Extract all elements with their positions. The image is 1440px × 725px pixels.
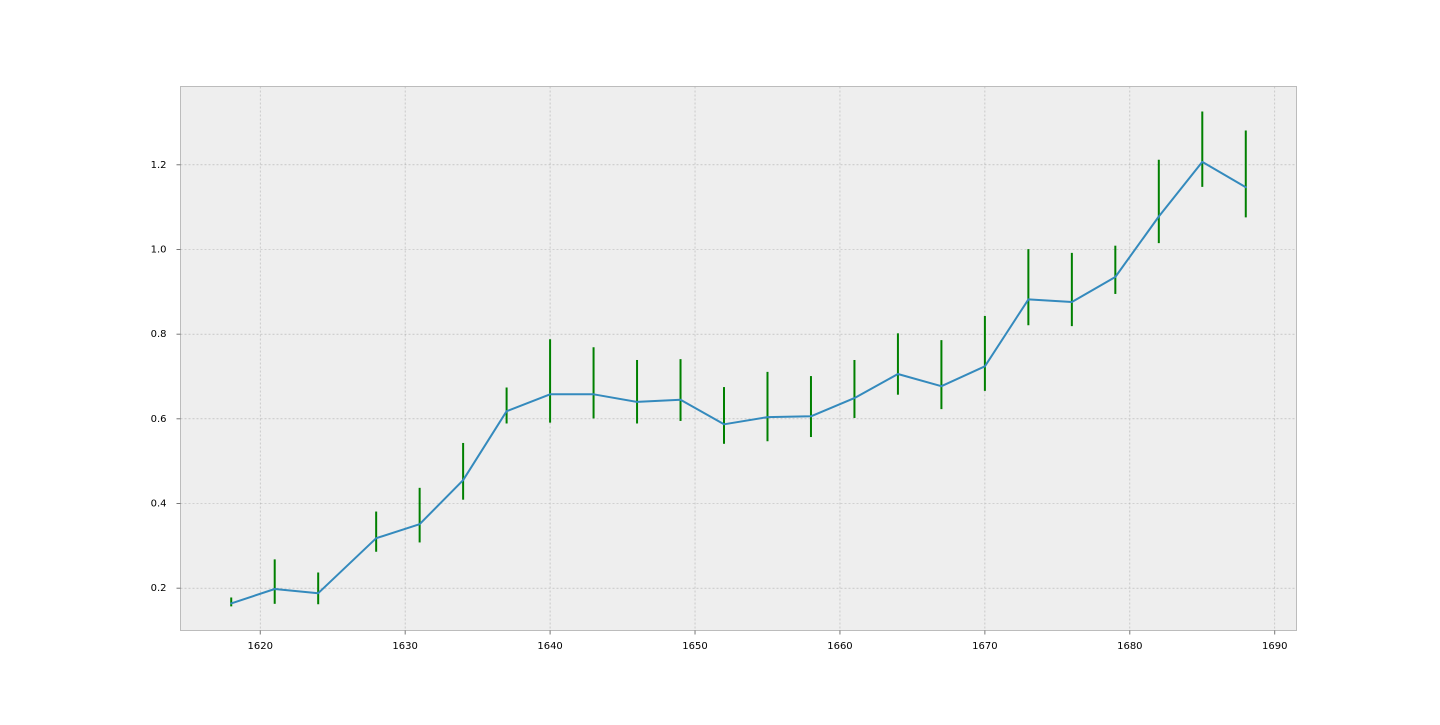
y-tick-label: 0.2 [151, 583, 167, 594]
y-tick-label: 0.6 [151, 414, 167, 425]
y-axis-ticks: 0.2 0.4 0.6 0.8 1.0 1.2 [151, 160, 181, 594]
x-tick-label: 1650 [682, 641, 707, 652]
y-tick-label: 1.2 [151, 160, 167, 171]
grid-lines [180, 86, 1297, 631]
error-bars [230, 111, 1247, 607]
data-series [230, 160, 1247, 605]
x-tick-label: 1620 [247, 641, 272, 652]
series-line [230, 160, 1247, 605]
x-tick-label: 1670 [972, 641, 997, 652]
x-tick-label: 1660 [827, 641, 852, 652]
x-tick-label: 1630 [392, 641, 417, 652]
x-tick-label: 1640 [537, 641, 562, 652]
y-tick-label: 1.0 [151, 244, 167, 255]
plot-area [180, 86, 1297, 631]
x-tick-label: 1690 [1262, 641, 1287, 652]
x-tick-label: 1680 [1117, 641, 1142, 652]
x-axis-ticks: 1620 1630 1640 1650 1660 1670 1680 1690 [247, 630, 1287, 652]
y-tick-label: 0.4 [151, 498, 167, 509]
y-tick-label: 0.8 [151, 329, 167, 340]
